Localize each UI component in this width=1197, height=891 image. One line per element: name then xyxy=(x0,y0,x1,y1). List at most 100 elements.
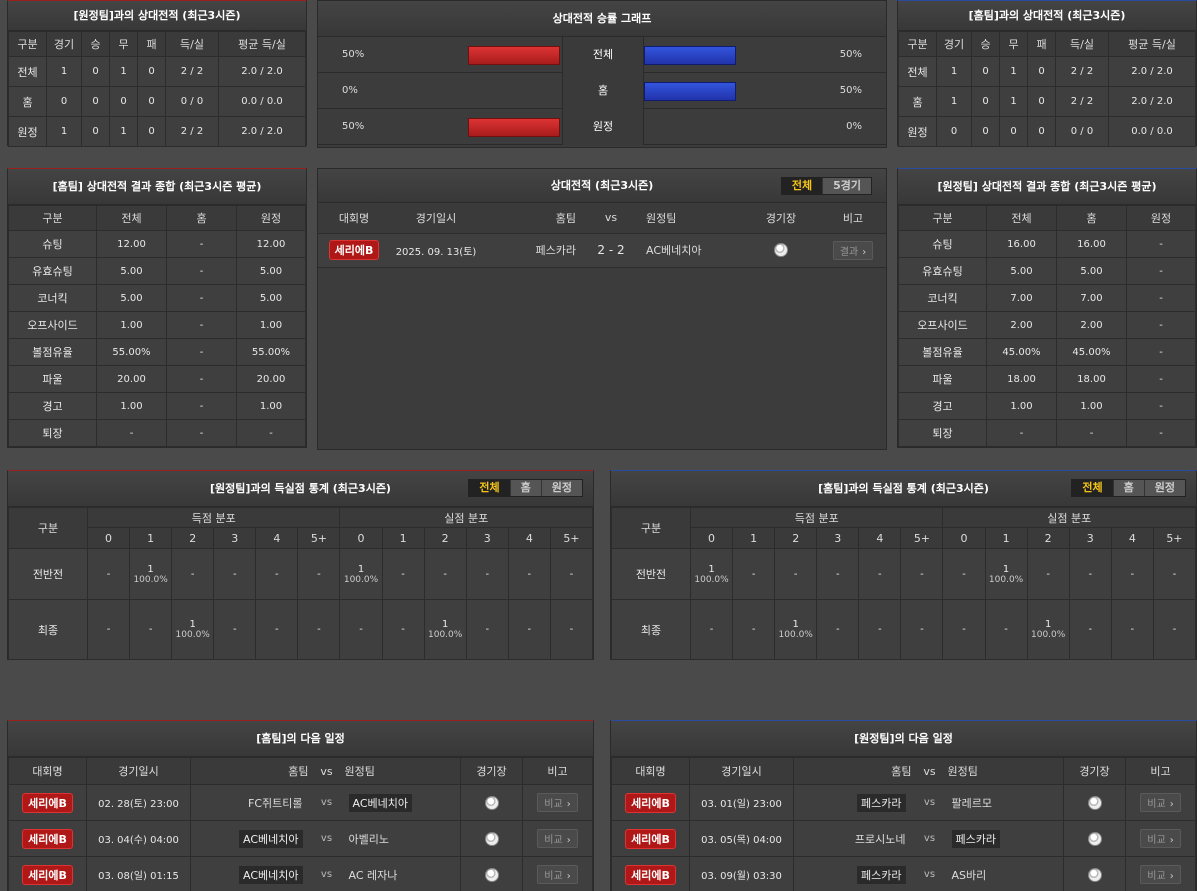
home-team: FC쥐트티롤 xyxy=(248,796,303,810)
home-team: 페스카라 xyxy=(857,793,906,812)
tab-home[interactable]: 홈 xyxy=(1112,480,1144,496)
row-label: 최종 xyxy=(8,599,88,660)
table-cell: 1 100.0% xyxy=(774,599,818,660)
col-date: 경기일시 xyxy=(390,203,482,233)
bucket-header: 0 xyxy=(689,527,734,549)
percent-value: 100.0% xyxy=(1031,630,1066,640)
table-cell: 20.00 xyxy=(96,365,167,393)
league-badge[interactable]: 세리에B xyxy=(625,828,676,849)
tab-5-games[interactable]: 5경기 xyxy=(822,178,871,194)
percent-value: 100.0% xyxy=(343,574,379,585)
stadium-icon[interactable] xyxy=(484,831,499,846)
col-header: 구분 xyxy=(8,205,97,231)
vs-label: vs xyxy=(911,856,948,891)
stadium-icon[interactable] xyxy=(774,243,788,257)
table-cell: - xyxy=(1126,311,1196,339)
table-cell: 18.00 xyxy=(1056,365,1127,393)
table-row: 세리에B 2025. 09. 13(토) 페스카라 2 - 2 AC베네치아 결… xyxy=(318,232,886,268)
away-team: 팔레르모 xyxy=(951,796,992,810)
compare-button[interactable]: 비교 › xyxy=(537,865,578,884)
league-badge[interactable]: 세리에B xyxy=(625,792,676,813)
table-cell: 2 / 2 xyxy=(1055,56,1109,87)
chevron-right-icon: › xyxy=(1169,799,1174,810)
row-label: 전반전 xyxy=(611,548,691,600)
col-note: 비고 xyxy=(522,757,593,785)
right-percent: 0% xyxy=(846,121,862,132)
table-cell: - xyxy=(1152,599,1197,660)
tab-all[interactable]: 전체 xyxy=(469,480,510,496)
percent-value: 100.0% xyxy=(694,574,729,585)
percent-value: 100.0% xyxy=(428,630,463,640)
match-date: 03. 04(수) 04:00 xyxy=(86,820,191,857)
stadium-icon[interactable] xyxy=(1087,831,1102,846)
tab-home[interactable]: 홈 xyxy=(509,480,541,496)
table-cell: 12.00 xyxy=(236,230,306,258)
left-percent: 50% xyxy=(342,49,365,60)
league-badge[interactable]: 세리에B xyxy=(22,828,73,849)
compare-button-label: 비교 xyxy=(544,799,563,810)
table-cell: 1 100.0% xyxy=(171,599,215,660)
table-row: 퇴장 - - - xyxy=(898,419,1196,447)
goals-away-title: [원정팀]과의 득실점 통계 (최근3시즌) xyxy=(210,482,391,495)
stadium-icon[interactable] xyxy=(484,795,499,810)
compare-button[interactable]: 비교 › xyxy=(1140,865,1181,884)
summary-away-panel: [원정팀] 상대전적 결과 종합 (최근3시즌 평균) 구분 전체 홈 원정 슈팅 16.… xyxy=(897,168,1197,448)
table-cell: - xyxy=(1126,365,1196,393)
table-cell: 2.00 xyxy=(986,311,1057,339)
compare-button[interactable]: 비교 › xyxy=(1140,793,1181,812)
league-badge[interactable]: 세리에B xyxy=(22,864,73,885)
right-percent: 50% xyxy=(839,49,862,60)
stadium-icon[interactable] xyxy=(1087,795,1102,810)
left-bar xyxy=(468,46,560,65)
league-badge[interactable]: 세리에B xyxy=(328,240,380,260)
bucket-header: 2 xyxy=(171,527,215,549)
bucket-header: 1 xyxy=(732,527,776,549)
tab-away[interactable]: 원정 xyxy=(1143,480,1185,496)
table-cell: 0 xyxy=(109,86,138,117)
count-value: 1 xyxy=(189,619,196,630)
col-away: 원정팀 xyxy=(646,203,742,233)
tab-away[interactable]: 원정 xyxy=(540,480,582,496)
table-cell: 1.00 xyxy=(236,392,306,420)
tab-all[interactable]: 전체 xyxy=(781,178,823,194)
result-button[interactable]: 결과 › xyxy=(832,240,874,260)
col-header: 패 xyxy=(1027,31,1056,57)
table-cell: 1 xyxy=(936,86,972,117)
compare-button[interactable]: 비교 › xyxy=(537,793,578,812)
bucket-header: 1 xyxy=(381,527,425,549)
table-cell: 1.00 xyxy=(1056,392,1127,420)
table-row: 세리에B 03. 01(일) 23:00 페스카라 vs 팔레르모 비교 › xyxy=(611,784,1196,821)
table-cell: - xyxy=(465,599,509,660)
home-team: 프로시노네 xyxy=(854,832,906,846)
table-cell: - xyxy=(942,548,986,600)
table-cell: 2.0 / 2.0 xyxy=(1108,86,1196,117)
row-label: 볼점유율 xyxy=(898,338,987,366)
col-header: 경기 xyxy=(46,31,82,57)
tab-all[interactable]: 전체 xyxy=(1072,480,1113,496)
chevron-right-icon: › xyxy=(862,246,867,258)
h2h-home-table: 구분 경기 승 무 패 득/실 평균 득/실 전체 1 0 1 0 2 / 2 2.0 / 2.0 홈 1 0 1… xyxy=(898,31,1196,147)
panel-title: [원정팀]과의 득실점 통계 (최근3시즌) 전체 홈 원정 xyxy=(8,471,593,507)
league-badge[interactable]: 세리에B xyxy=(22,792,73,813)
table-row: 원정 0 0 0 0 0 / 0 0.0 / 0.0 xyxy=(898,116,1196,147)
table-cell: 7.00 xyxy=(986,284,1057,312)
table-cell: 5.00 xyxy=(96,284,167,312)
table-cell: - xyxy=(816,599,860,660)
table-cell: - xyxy=(900,548,944,600)
table-cell: 1 xyxy=(936,56,972,87)
compare-button[interactable]: 비교 › xyxy=(537,829,578,848)
table-row: 전체 1 0 1 0 2 / 2 2.0 / 2.0 xyxy=(898,56,1196,87)
h2h-away-table: 구분 경기 승 무 패 득/실 평균 득/실 전체 1 0 1 0 2 / 2 2.0 / 2.0 홈 0 0 0… xyxy=(8,31,306,147)
table-cell: 20.00 xyxy=(236,365,306,393)
table-cell: - xyxy=(129,599,173,660)
compare-button[interactable]: 비교 › xyxy=(1140,829,1181,848)
stadium-icon[interactable] xyxy=(484,867,499,882)
table-cell: 0 xyxy=(81,56,110,87)
row-label: 오프사이드 xyxy=(8,311,97,339)
vs-label: vs xyxy=(308,784,345,821)
stadium-icon[interactable] xyxy=(1087,867,1102,882)
league-badge[interactable]: 세리에B xyxy=(625,864,676,885)
table-row: 볼점유율 55.00% -55.00% xyxy=(8,338,306,366)
table-cell: 5.00 xyxy=(1056,257,1127,285)
bucket-header: 4 xyxy=(1110,527,1154,549)
